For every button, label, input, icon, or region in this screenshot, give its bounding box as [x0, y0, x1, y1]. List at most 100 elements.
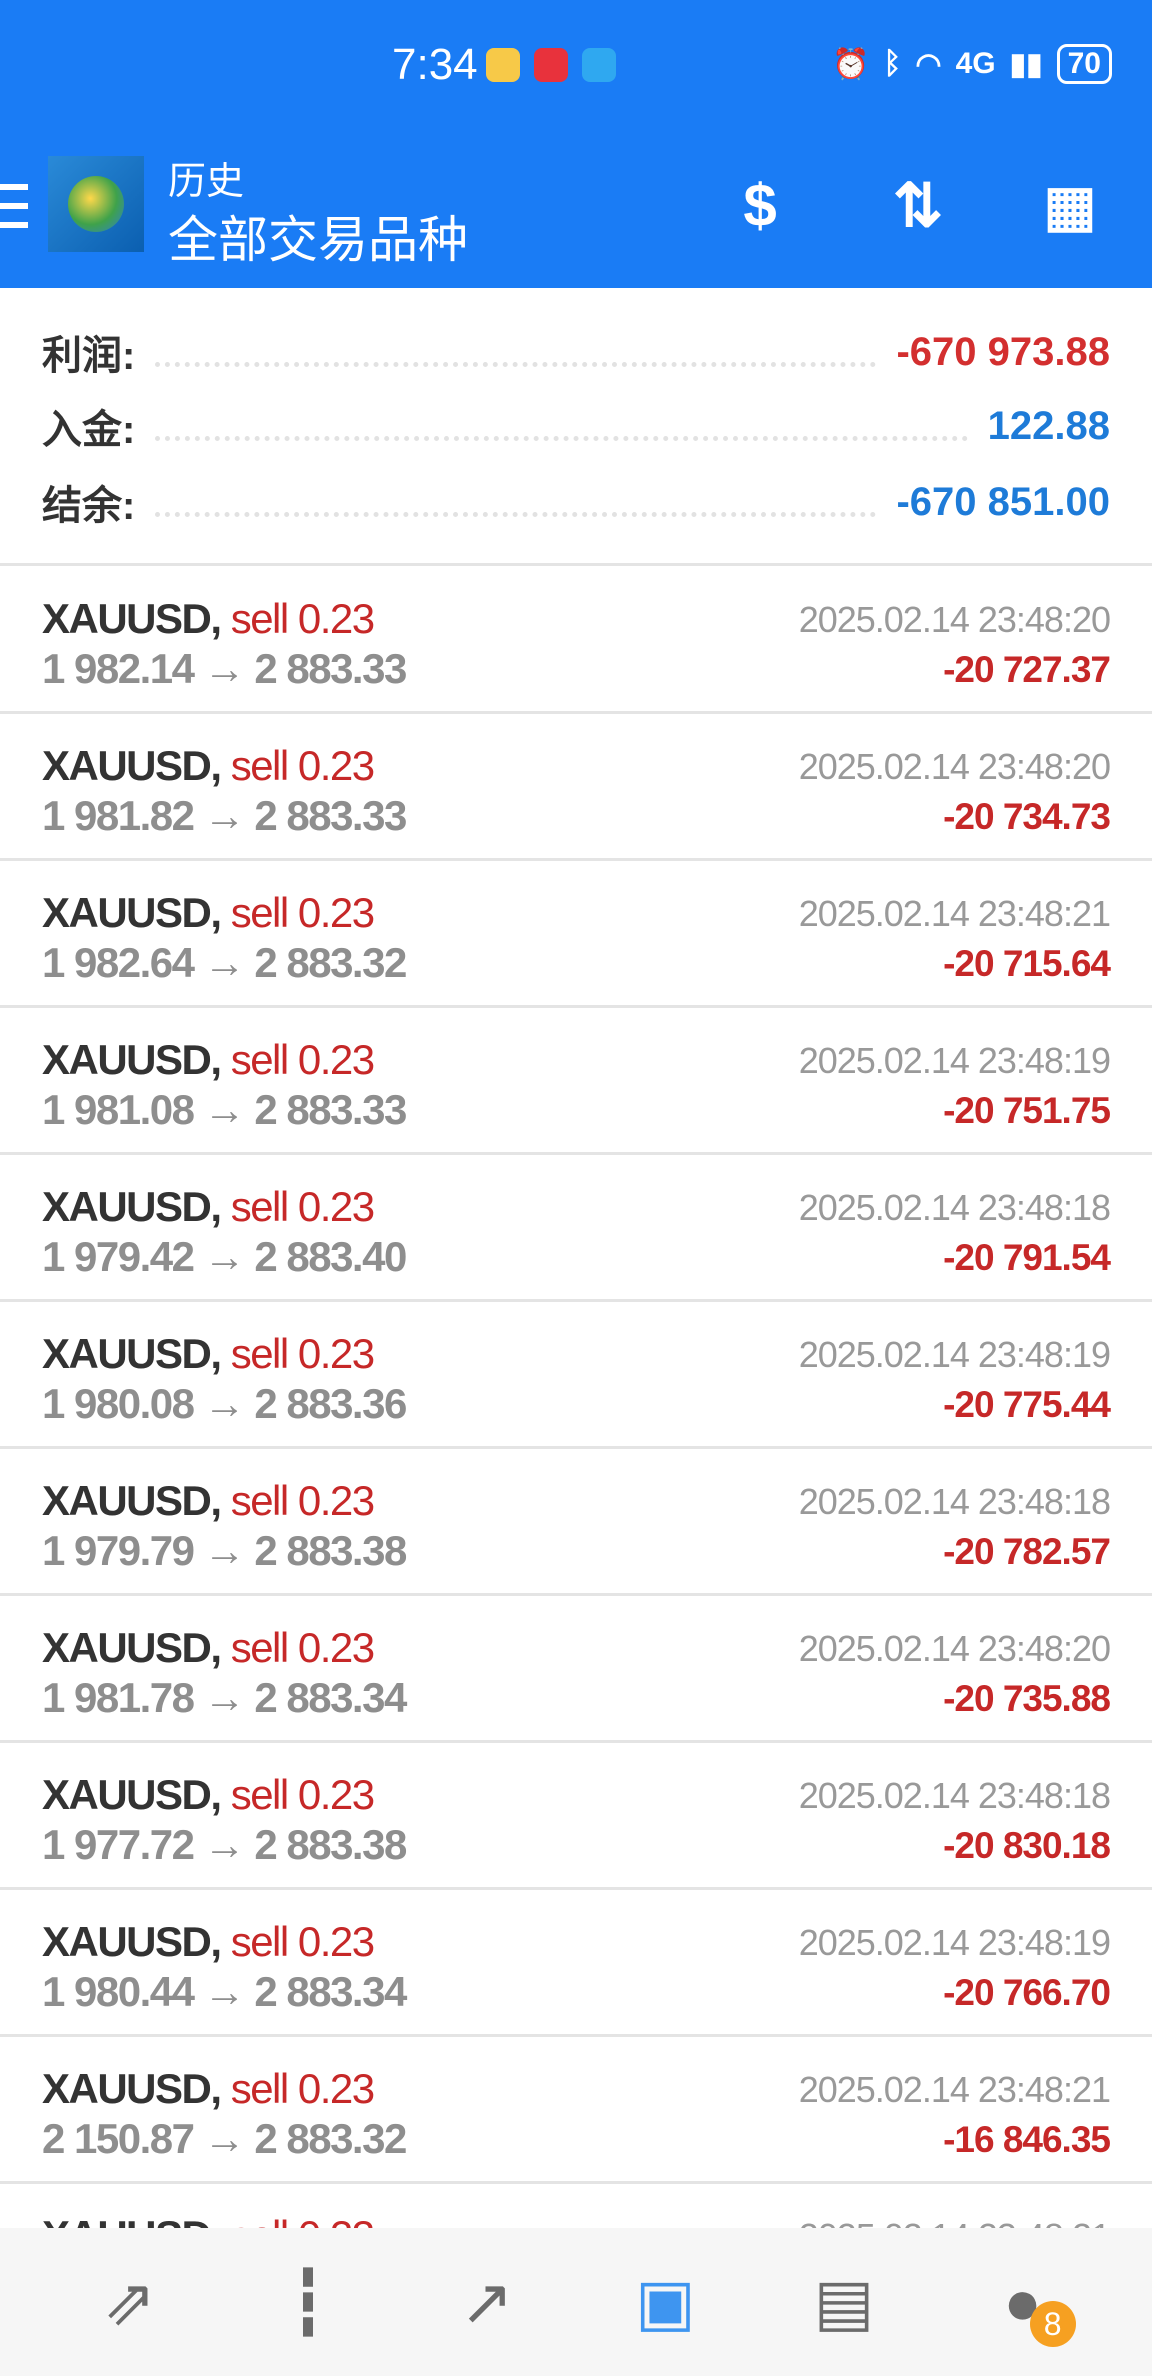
chat-badge: 8: [1029, 2301, 1076, 2347]
trade-title: XAUUSD, sell 0.23: [42, 1918, 375, 1966]
trade-time: 2025.02.14 23:48:19: [798, 1334, 1111, 1375]
trade-time: 2025.02.14 23:48:18: [798, 1481, 1111, 1522]
trade-side: sell 0.23: [230, 1330, 375, 1377]
trade-title: XAUUSD, sell 0.23: [42, 1771, 375, 1819]
trade-row[interactable]: XAUUSD, sell 0.23 1 979.42 → 2 883.40 20…: [0, 1155, 1152, 1302]
weibo-icon: [486, 48, 520, 82]
trade-title: XAUUSD, sell 0.23: [42, 595, 375, 643]
trade-prices: 1 977.72 → 2 883.38: [42, 1821, 407, 1868]
trade-title: XAUUSD, sell 0.23: [42, 742, 375, 790]
quotes-icon[interactable]: ⇗: [102, 2265, 157, 2338]
trade-title: XAUUSD, sell 0.23: [42, 889, 375, 937]
status-bar: 7:34 ⏰ ᛒ ◠ 4G ▮▮ 70: [0, 0, 1152, 136]
trade-profit: -20 715.64: [943, 943, 1111, 984]
trade-prices: 1 979.42 → 2 883.40: [42, 1233, 407, 1280]
trade-symbol: XAUUSD,: [42, 1183, 222, 1230]
summary-balance: 结余: -670 851.00: [42, 472, 1110, 532]
trade-symbol: XAUUSD,: [42, 595, 222, 642]
summary-deposit: 入金: 122.88: [42, 396, 1110, 456]
signal-icon: ▮▮: [1009, 47, 1043, 81]
trade-title: XAUUSD, sell 0.23: [42, 1183, 375, 1231]
trade-title: XAUUSD, sell 0.23: [42, 1036, 375, 1084]
trade-side: sell 0.23: [230, 889, 375, 936]
wifi-icon: ◠: [915, 47, 942, 81]
trade-time: 2025.02.14 23:48:21: [798, 893, 1111, 934]
trade-profit: -20 775.44: [943, 1384, 1111, 1425]
trade-title: XAUUSD, sell 0.23: [42, 2065, 375, 2113]
history-icon[interactable]: ▣: [635, 2265, 696, 2338]
bottom-nav: ⇗ ┇ ↗ ▣ ▤ ● 8: [0, 2228, 1152, 2376]
trade-symbol: XAUUSD,: [42, 1918, 222, 1965]
trade-symbol: XAUUSD,: [42, 742, 222, 789]
app-header: 历史 全部交易品种 $ ⇅ ▦: [0, 136, 1152, 288]
deposit-label: 入金:: [42, 408, 136, 452]
balance-value: -670 851.00: [896, 479, 1110, 524]
trade-row[interactable]: XAUUSD, sell 0.23 1 982.14 → 2 883.33 20…: [0, 567, 1152, 714]
trade-row[interactable]: XAUUSD, sell 0.23 1 981.82 → 2 883.33 20…: [0, 714, 1152, 861]
header-title[interactable]: 全部交易品种: [168, 212, 468, 268]
bluetooth-icon: ᛒ: [883, 47, 902, 80]
balance-operations-icon[interactable]: $: [743, 172, 777, 239]
trade-profit: -20 734.73: [943, 796, 1111, 837]
trade-profit: -20 727.37: [943, 649, 1111, 690]
trade-prices: 1 980.44 → 2 883.34: [42, 1968, 407, 2015]
trade-title: XAUUSD, sell 0.23: [42, 1624, 375, 1672]
trade-profit: -20 830.18: [943, 1825, 1111, 1866]
trade-time: 2025.02.14 23:48:19: [798, 1040, 1111, 1081]
trade-time: 2025.02.14 23:48:20: [798, 599, 1111, 640]
trade-row[interactable]: XAUUSD, sell 0.23 1 981.78 → 2 883.34 20…: [0, 1596, 1152, 1743]
trade-symbol: XAUUSD,: [42, 1036, 222, 1083]
trade-title: XAUUSD, sell 0.23: [42, 1477, 375, 1525]
calendar-icon[interactable]: ▦: [1043, 174, 1097, 237]
trade-row[interactable]: XAUUSD, sell 0.23 1 981.08 → 2 883.33 20…: [0, 1008, 1152, 1155]
trade-symbol: XAUUSD,: [42, 1624, 222, 1671]
trade-row[interactable]: XAUUSD, sell 0.23 2 150.87 → 2 883.32 20…: [0, 2037, 1152, 2184]
dots-divider: [155, 431, 968, 441]
trade-profit: -20 735.88: [943, 1678, 1111, 1719]
trade-prices: 1 980.08 → 2 883.36: [42, 1380, 407, 1427]
clock: 7:34: [392, 40, 478, 89]
trade-time: 2025.02.14 23:48:20: [798, 746, 1111, 787]
profit-label: 利润:: [42, 334, 136, 378]
menu-icon[interactable]: [0, 184, 28, 228]
header-subtitle: 历史: [168, 161, 245, 203]
trade-symbol: XAUUSD,: [42, 1330, 222, 1377]
alarm-icon: ⏰: [832, 47, 870, 81]
trade-prices: 1 981.82 → 2 883.33: [42, 792, 407, 839]
trade-profit: -20 751.75: [943, 1090, 1111, 1131]
trade-side: sell 0.23: [230, 2065, 375, 2112]
trade-row[interactable]: XAUUSD, sell 0.23 1 980.44 → 2 883.34 20…: [0, 1890, 1152, 2037]
chat-icon[interactable]: ● 8: [978, 2257, 1076, 2347]
deposit-value: 122.88: [987, 403, 1110, 448]
trade-icon[interactable]: ↗: [459, 2265, 514, 2338]
chart-icon[interactable]: ┇: [288, 2265, 328, 2338]
trade-row[interactable]: XAUUSD, sell 0.23 1 977.72 → 2 883.38 20…: [0, 1743, 1152, 1890]
trade-side: sell 0.23: [230, 595, 375, 642]
notification-icons: [486, 48, 616, 82]
trade-side: sell 0.23: [230, 742, 375, 789]
trade-symbol: XAUUSD,: [42, 889, 222, 936]
summary-panel: 利润: -670 973.88 入金: 122.88 结余: -670 851.…: [0, 288, 1152, 566]
trade-prices: 1 982.14 → 2 883.33: [42, 645, 407, 692]
trade-profit: -16 846.35: [943, 2119, 1111, 2160]
dots-divider: [155, 507, 877, 517]
trade-side: sell 0.23: [230, 1918, 375, 1965]
trade-prices: 2 150.87 → 2 883.32: [42, 2115, 407, 2162]
trade-side: sell 0.23: [230, 1036, 375, 1083]
trade-profit: -20 791.54: [943, 1237, 1111, 1278]
search-app-icon: [582, 48, 616, 82]
summary-profit: 利润: -670 973.88: [42, 322, 1110, 382]
trade-row[interactable]: XAUUSD, sell 0.23 1 980.08 → 2 883.36 20…: [0, 1302, 1152, 1449]
dots-divider: [155, 357, 877, 367]
trade-row[interactable]: XAUUSD, sell 0.23 1 982.64 → 2 883.32 20…: [0, 861, 1152, 1008]
news-icon[interactable]: ▤: [813, 2265, 875, 2338]
trade-time: 2025.02.14 23:48:18: [798, 1775, 1111, 1816]
app-logo: [48, 156, 144, 252]
trade-prices: 1 982.64 → 2 883.32: [42, 939, 407, 986]
trade-time: 2025.02.14 23:48:20: [798, 1628, 1111, 1669]
trade-row[interactable]: XAUUSD, sell 0.23 1 979.79 → 2 883.38 20…: [0, 1449, 1152, 1596]
signal-icon: 4G: [955, 47, 996, 80]
sort-icon[interactable]: ⇅: [892, 172, 944, 239]
trade-side: sell 0.23: [230, 1183, 375, 1230]
trade-title: XAUUSD, sell 0.23: [42, 1330, 375, 1378]
